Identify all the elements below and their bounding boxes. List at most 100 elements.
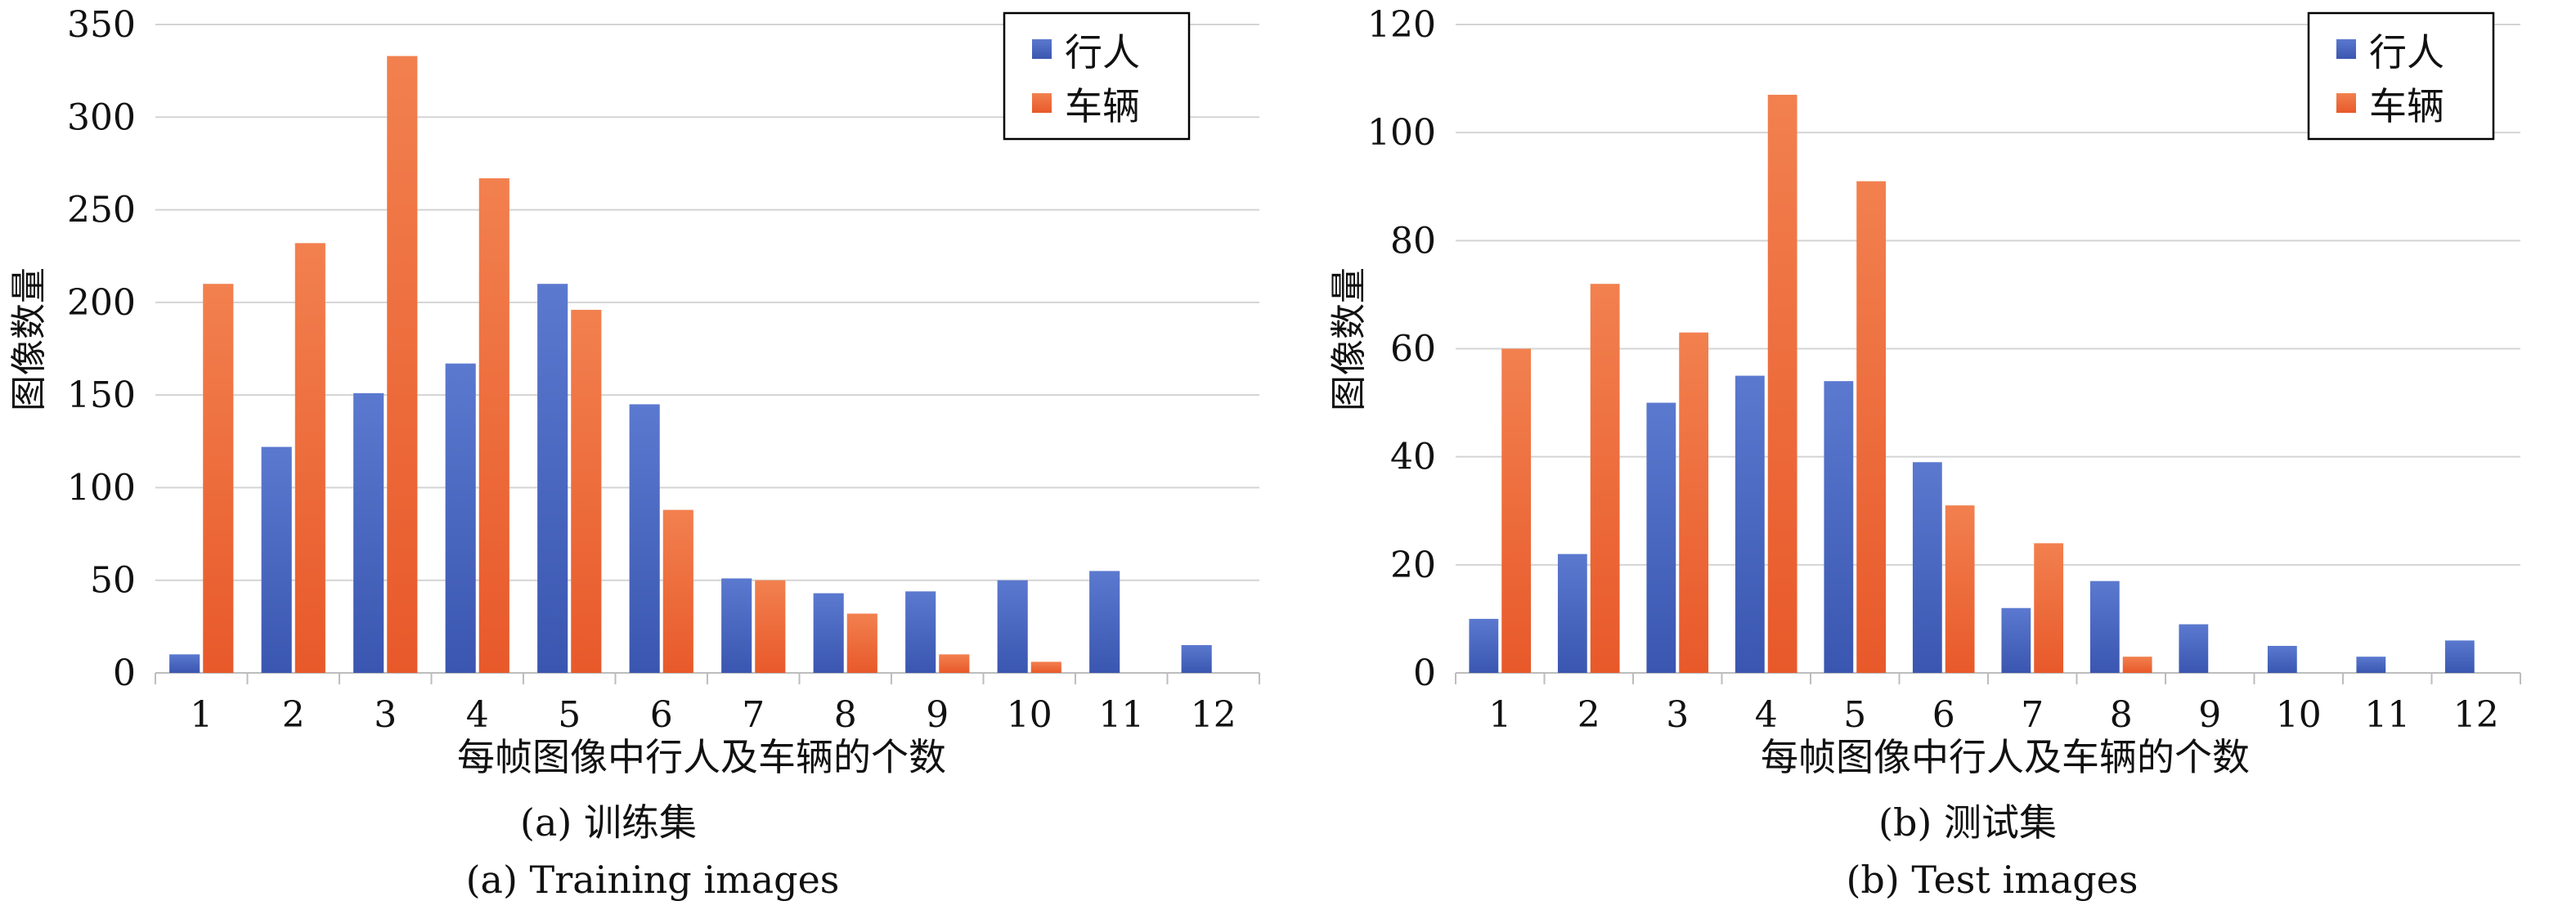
x-tick-label: 4 bbox=[466, 694, 489, 736]
x-tick-label: 12 bbox=[2453, 694, 2499, 736]
x-tick-label: 7 bbox=[742, 694, 765, 736]
x-tick-label: 7 bbox=[2021, 694, 2044, 736]
y-tick-label: 60 bbox=[1390, 329, 1436, 370]
x-tick-label: 11 bbox=[2364, 694, 2410, 736]
x-tick-label: 3 bbox=[374, 694, 397, 736]
x-tick-label: 4 bbox=[1755, 694, 1778, 736]
legend-swatch-pedestrian bbox=[1032, 39, 1052, 59]
bar-pedestrian bbox=[997, 580, 1028, 673]
y-tick-label: 100 bbox=[67, 467, 136, 509]
bar-vehicle bbox=[2034, 543, 2064, 673]
bar-pedestrian bbox=[1181, 645, 1212, 673]
y-tick-label: 40 bbox=[1390, 437, 1436, 478]
y-tick-label: 100 bbox=[1367, 112, 1436, 154]
bar-pedestrian bbox=[1089, 571, 1120, 673]
y-tick-label: 150 bbox=[67, 374, 136, 416]
legend-swatch-pedestrian bbox=[2336, 39, 2356, 59]
bar-vehicle bbox=[1501, 348, 1532, 673]
legend-swatch-vehicle bbox=[1032, 93, 1052, 113]
bar-pedestrian bbox=[905, 591, 936, 673]
y-tick-label: 300 bbox=[67, 96, 136, 138]
x-tick-label: 6 bbox=[1932, 694, 1955, 736]
bar-vehicle bbox=[294, 243, 325, 674]
x-tick-label: 9 bbox=[926, 694, 949, 736]
x-tick-label: 10 bbox=[1007, 694, 1052, 736]
bar-pedestrian bbox=[813, 593, 844, 673]
bar-vehicle bbox=[478, 178, 509, 673]
bar-vehicle bbox=[1030, 661, 1061, 673]
bar-vehicle bbox=[755, 580, 786, 673]
caption-cn: (b) 测试集 bbox=[1878, 800, 2057, 845]
y-tick-label: 0 bbox=[113, 652, 136, 694]
bar-pedestrian bbox=[1646, 402, 1676, 673]
y-tick-label: 120 bbox=[1367, 4, 1436, 46]
x-tick-label: 8 bbox=[2110, 694, 2133, 736]
legend-box bbox=[2307, 11, 2495, 141]
bar-vehicle bbox=[1590, 284, 1620, 673]
bar-vehicle bbox=[2122, 657, 2152, 673]
bar-pedestrian bbox=[1735, 375, 1765, 673]
bars bbox=[1469, 94, 2475, 674]
x-tick-labels: 1 2 3 4 5 6 7 8 9 10 11 12 bbox=[1488, 694, 2499, 736]
caption-en: (a) Training images bbox=[466, 858, 840, 902]
legend-label-vehicle: 车辆 bbox=[1065, 84, 1140, 128]
bar-vehicle bbox=[387, 56, 418, 673]
bar-pedestrian bbox=[2356, 657, 2386, 673]
legend-label-pedestrian: 行人 bbox=[2369, 30, 2444, 74]
bar-vehicle bbox=[1767, 94, 1797, 674]
x-axis-label: 每帧图像中行人及车辆的个数 bbox=[1761, 735, 2250, 779]
x-tick-label: 1 bbox=[190, 694, 213, 736]
x-tick-label: 8 bbox=[834, 694, 857, 736]
x-tick-label: 10 bbox=[2276, 694, 2322, 736]
bar-vehicle bbox=[203, 284, 234, 673]
x-tick-label: 2 bbox=[1577, 694, 1600, 736]
x-axis-label: 每帧图像中行人及车辆的个数 bbox=[457, 735, 946, 779]
bar-pedestrian bbox=[261, 446, 292, 673]
bar-vehicle bbox=[939, 654, 970, 673]
bars bbox=[169, 56, 1212, 674]
bar-pedestrian bbox=[353, 392, 384, 673]
legend: 行人 车辆 bbox=[2307, 11, 2495, 141]
bar-vehicle bbox=[846, 613, 877, 673]
x-tick-label: 3 bbox=[1666, 694, 1689, 736]
caption-en: (b) Test images bbox=[1846, 858, 2138, 902]
y-tick-labels: 0 50 100 150 200 250 300 350 bbox=[67, 4, 136, 694]
x-tick-label: 11 bbox=[1098, 694, 1144, 736]
y-tick-label: 0 bbox=[1413, 652, 1436, 694]
bar-pedestrian bbox=[2179, 624, 2209, 673]
y-tick-labels: 0 20 40 60 80 100 120 bbox=[1367, 4, 1436, 694]
bar-pedestrian bbox=[2444, 640, 2475, 673]
x-tick-label: 5 bbox=[1843, 694, 1866, 736]
x-tick-label: 5 bbox=[558, 694, 581, 736]
y-tick-label: 20 bbox=[1390, 545, 1436, 586]
x-tick-label: 6 bbox=[650, 694, 673, 736]
bar-pedestrian bbox=[1469, 618, 1499, 673]
bar-vehicle bbox=[1945, 505, 1975, 673]
bar-vehicle bbox=[1679, 332, 1709, 673]
bar-pedestrian bbox=[721, 578, 752, 673]
y-tick-label: 250 bbox=[67, 190, 136, 231]
x-tick-label: 2 bbox=[282, 694, 305, 736]
bar-pedestrian bbox=[2267, 645, 2297, 673]
legend-swatch-vehicle bbox=[2336, 93, 2356, 113]
grid-lines bbox=[155, 24, 1260, 684]
x-tick-label: 12 bbox=[1191, 694, 1236, 736]
bar-pedestrian bbox=[169, 654, 200, 673]
y-tick-label: 200 bbox=[67, 282, 136, 324]
bar-pedestrian bbox=[445, 363, 476, 673]
bar-pedestrian bbox=[629, 404, 660, 673]
bar-pedestrian bbox=[2001, 607, 2031, 673]
y-tick-label: 50 bbox=[90, 560, 136, 602]
legend: 行人 车辆 bbox=[1003, 11, 1191, 141]
y-axis-label: 图像数量 bbox=[1328, 267, 1370, 411]
bar-pedestrian bbox=[1824, 381, 1854, 673]
legend-label-pedestrian: 行人 bbox=[1065, 30, 1140, 74]
bar-vehicle bbox=[1856, 181, 1887, 673]
bar-pedestrian bbox=[537, 284, 568, 673]
legend-label-vehicle: 车辆 bbox=[2369, 84, 2444, 128]
bar-pedestrian bbox=[1557, 554, 1587, 673]
bar-pedestrian bbox=[1912, 462, 1942, 673]
